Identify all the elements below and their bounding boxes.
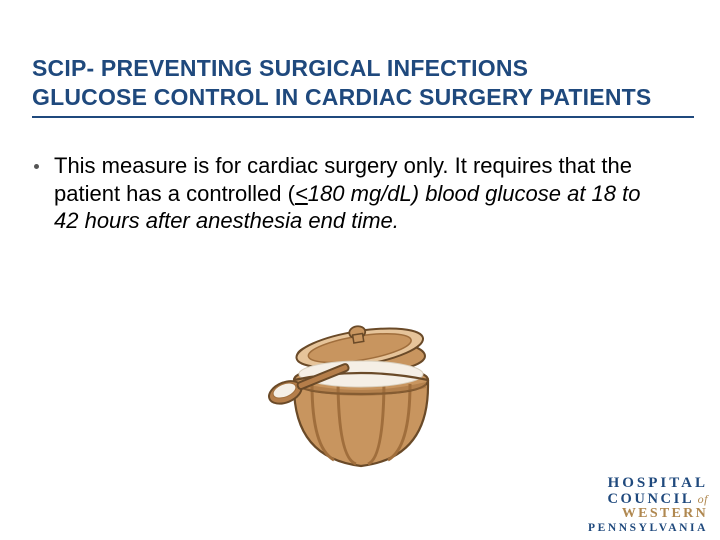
bullet-icon <box>34 164 40 170</box>
hospital-council-logo: HOSPITAL COUNCIL of WESTERN PENNSYLVANIA <box>588 476 708 534</box>
bullet-item: This measure is for cardiac surgery only… <box>34 152 660 235</box>
logo-line-2: COUNCIL of <box>588 492 708 507</box>
title-underline <box>32 116 694 119</box>
title-line-1: SCIP- PREVENTING SURGICAL INFECTIONS <box>32 54 700 83</box>
threshold-underline: < <box>295 181 308 206</box>
sugar-bowl-illustration <box>256 308 466 476</box>
body-content: This measure is for cardiac surgery only… <box>34 152 660 235</box>
logo-line-1: HOSPITAL <box>588 476 708 492</box>
body-paragraph: This measure is for cardiac surgery only… <box>54 152 660 235</box>
title-line-2: GLUCOSE CONTROL IN CARDIAC SURGERY PATIE… <box>32 83 700 112</box>
sugar-bowl-icon <box>256 308 466 476</box>
logo-council: COUNCIL <box>607 491 694 507</box>
logo-of: of <box>694 492 708 506</box>
logo-line-4: PENNSYLVANIA <box>588 522 708 534</box>
slide-title: SCIP- PREVENTING SURGICAL INFECTIONS GLU… <box>32 54 700 118</box>
logo-line-3: WESTERN <box>588 507 708 522</box>
